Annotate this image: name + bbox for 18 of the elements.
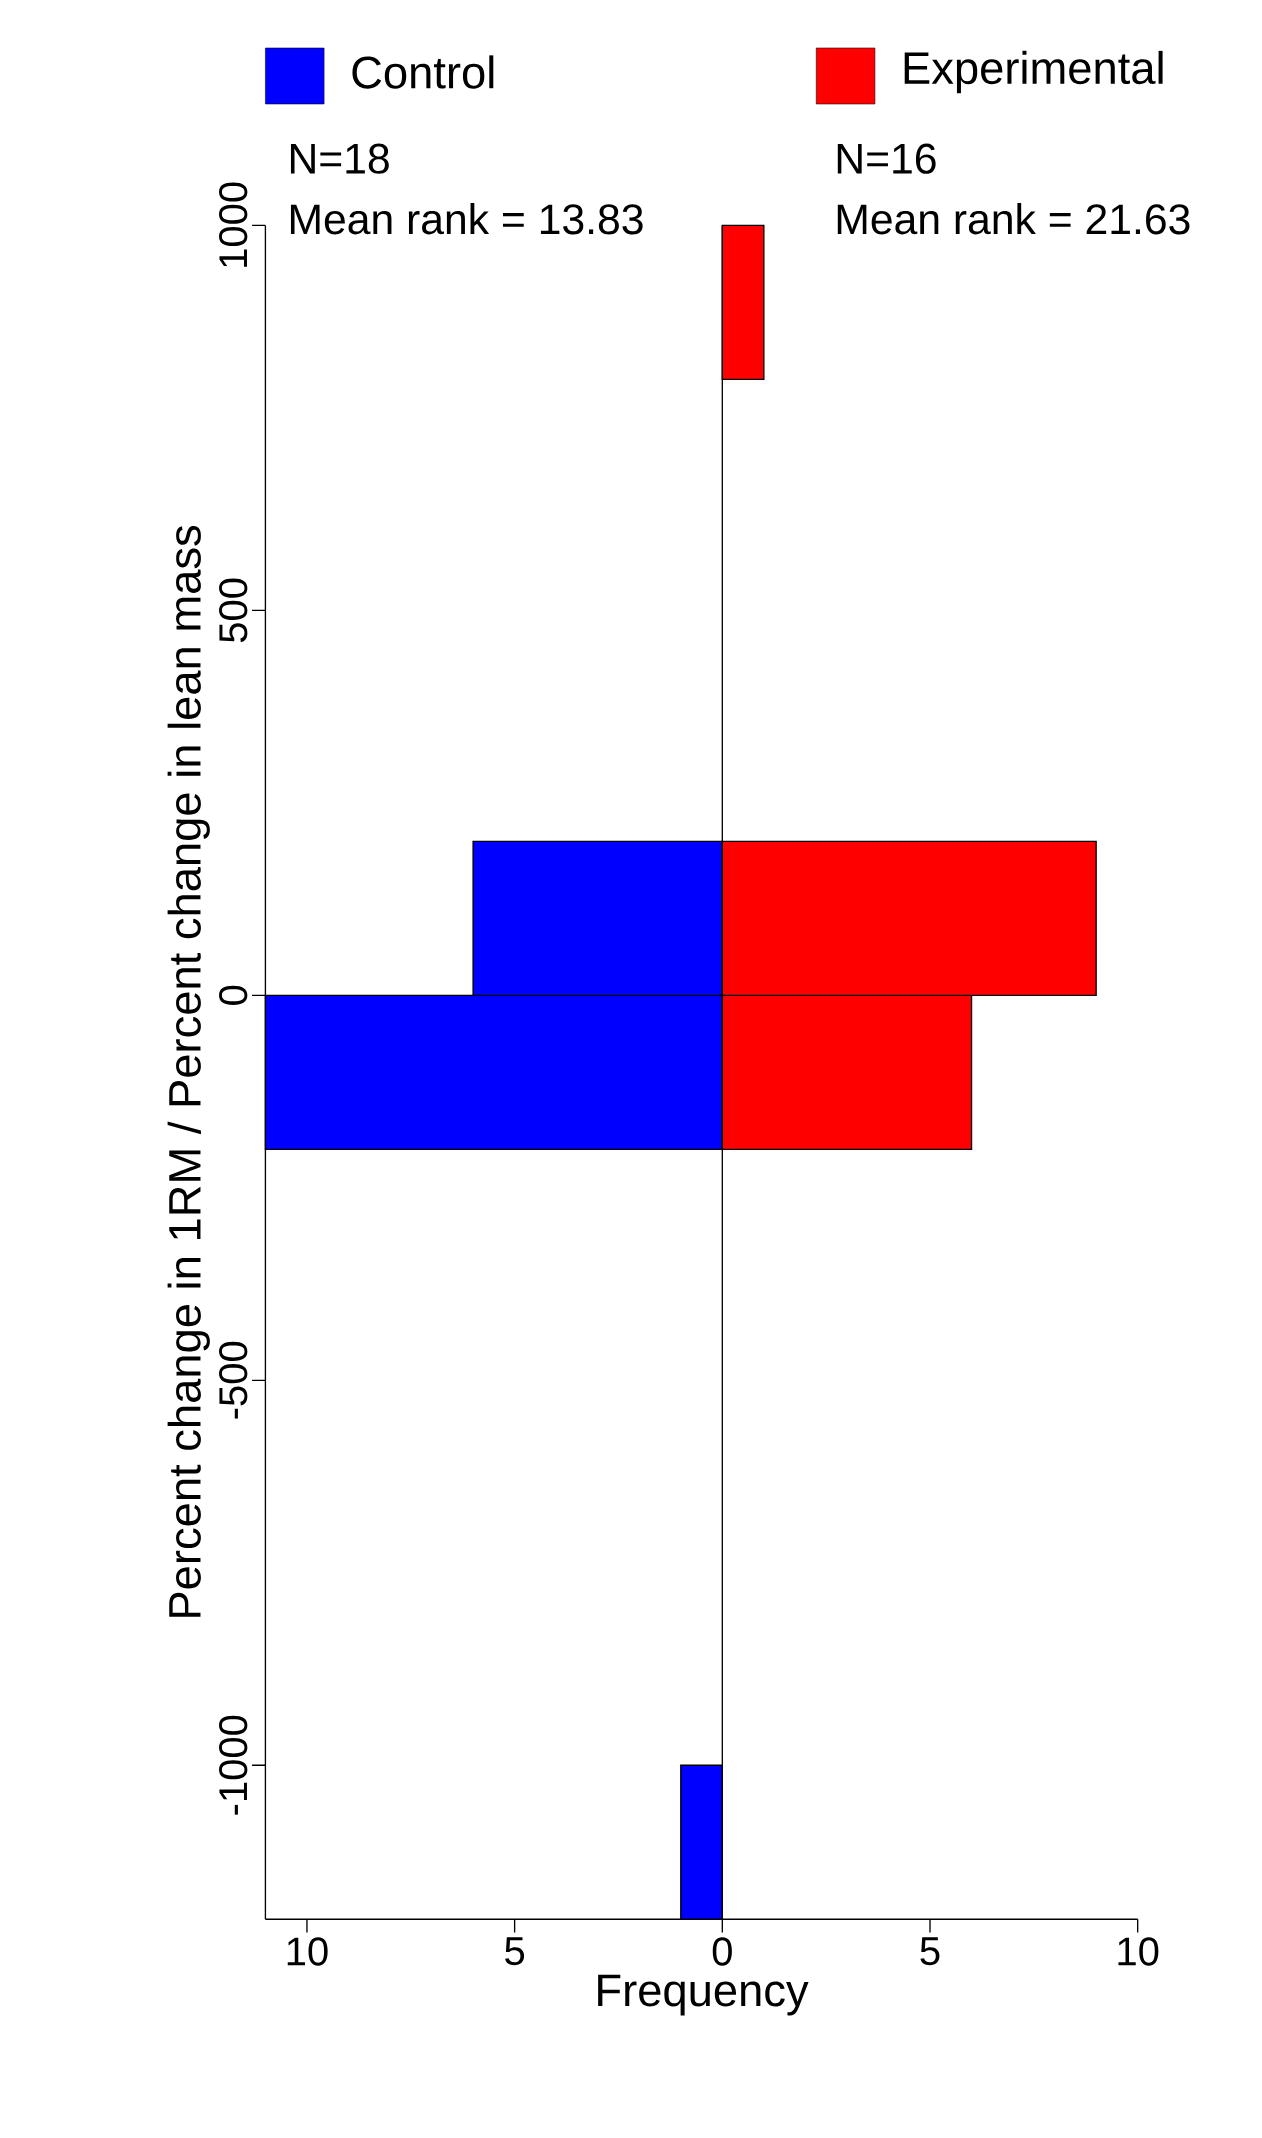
x-tick-label: 10 (1118, 1937, 1159, 1966)
text: N=18 (291, 143, 389, 174)
x-tick-label: 5 (505, 1937, 525, 1966)
y-axis-title: Percent change in 1RM / Percent change in lean mass (167, 525, 211, 1617)
annotation: Mean rank = 13.83 (291, 203, 643, 235)
y-tick-label: -500 (219, 1341, 248, 1419)
annotation: Mean rank = 21.63 (837, 203, 1190, 235)
x-tick-label: 5 (920, 1937, 940, 1966)
y-tick-label: 0 (219, 985, 248, 1005)
legend-label: Experimental (904, 50, 1163, 94)
text: N=16 (837, 143, 936, 174)
x-axis-title: Frequency (598, 1974, 809, 2016)
y-tick-label: 500 (219, 578, 248, 643)
legend-label: Control (352, 55, 494, 89)
y-tick-label: 1000 (219, 182, 248, 267)
x-tick-label: 10 (287, 1937, 328, 1966)
x-tick-label: 0 (712, 1937, 733, 1966)
y-tick-label: -1000 (219, 1715, 248, 1815)
